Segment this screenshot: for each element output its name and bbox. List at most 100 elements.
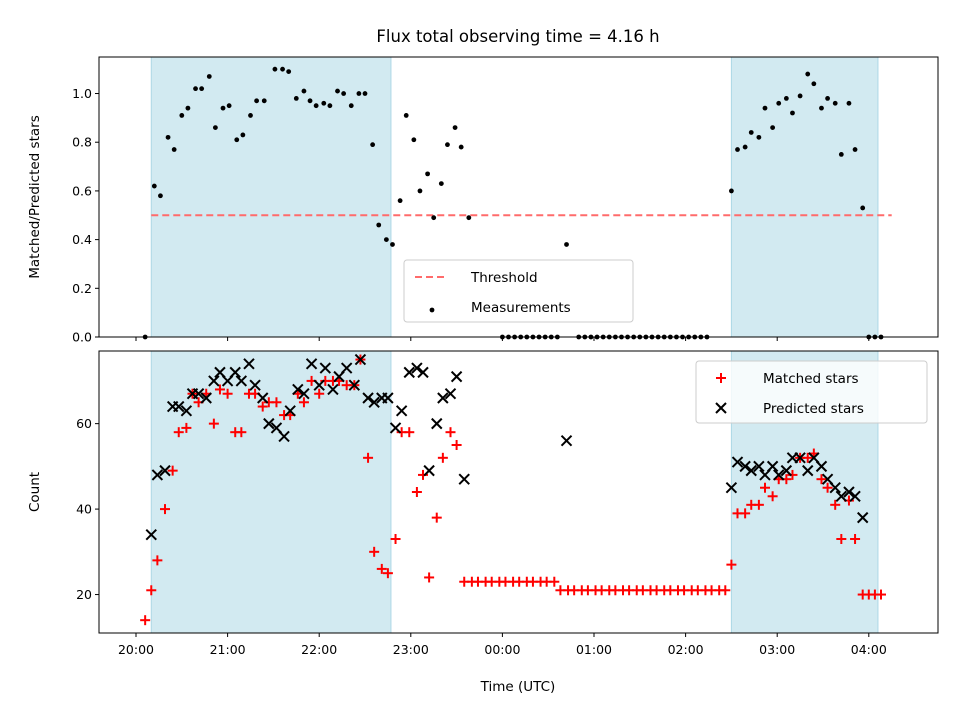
data-point <box>240 132 246 138</box>
data-point <box>298 388 310 400</box>
y-tick-label: 0.0 <box>72 330 92 345</box>
data-point <box>780 464 793 477</box>
data-point <box>740 508 751 519</box>
data-point <box>261 98 267 104</box>
data-point <box>445 142 450 148</box>
x-tick-label: 20:00 <box>118 642 154 657</box>
data-point <box>797 93 803 99</box>
data-point <box>226 103 232 109</box>
data-point <box>229 366 241 379</box>
data-point <box>766 460 779 473</box>
data-point <box>236 427 247 438</box>
legend-entry: Threshold <box>415 270 538 286</box>
data-point <box>185 105 191 111</box>
legend: Matched stars Predicted stars <box>695 360 928 424</box>
data-point <box>444 388 457 400</box>
data-point <box>383 237 389 243</box>
data-point <box>403 366 415 379</box>
data-point <box>167 465 178 476</box>
data-point <box>362 91 368 96</box>
data-point <box>411 137 417 143</box>
data-point <box>417 188 423 194</box>
data-point <box>458 473 470 485</box>
data-point <box>742 144 748 150</box>
data-point <box>243 358 255 370</box>
data-point <box>376 563 387 574</box>
data-point <box>729 188 734 194</box>
data-point <box>564 242 569 247</box>
data-point <box>263 417 275 430</box>
data-point <box>417 366 429 379</box>
data-point <box>159 464 171 477</box>
data-point <box>756 134 762 140</box>
shaded-span <box>730 56 879 338</box>
data-point <box>180 405 193 417</box>
bottom-y-axis-label: Count <box>27 472 43 512</box>
data-point <box>200 392 212 404</box>
data-point <box>860 205 866 211</box>
data-point <box>254 98 260 104</box>
data-point <box>437 392 449 404</box>
top-y-axis-label: Matched/Predicted stars <box>27 115 43 278</box>
data-point <box>158 193 163 199</box>
data-point <box>376 222 382 228</box>
data-point <box>314 388 325 399</box>
data-point <box>767 491 778 502</box>
data-point <box>151 469 164 481</box>
y-tick-label: 0.8 <box>72 135 92 150</box>
data-point <box>284 405 296 417</box>
data-point <box>292 383 304 396</box>
data-point <box>280 66 285 72</box>
data-point <box>802 464 814 477</box>
data-point <box>726 559 737 570</box>
data-point <box>411 487 422 497</box>
data-point <box>838 151 844 157</box>
data-point <box>319 362 332 374</box>
data-point <box>257 392 269 404</box>
data-point <box>819 105 824 111</box>
x-tick-label: 21:00 <box>210 642 246 657</box>
data-point <box>206 74 212 79</box>
legend: Threshold Measurements <box>403 259 634 323</box>
data-point <box>816 474 827 485</box>
plot-frame <box>98 56 939 338</box>
legend-entry: Measurements <box>429 300 571 316</box>
x-tick-label: 03:00 <box>759 642 795 657</box>
data-point <box>811 81 817 87</box>
x-tick-label: 22:00 <box>301 642 337 657</box>
data-point <box>762 105 768 111</box>
y-tick-label: 40 <box>76 502 92 517</box>
data-point <box>390 534 401 544</box>
data-point <box>293 95 299 101</box>
data-point <box>382 568 393 579</box>
data-point <box>770 125 776 131</box>
x-tick-label: 01:00 <box>576 642 612 657</box>
data-point <box>450 370 463 383</box>
data-point <box>335 88 340 94</box>
data-point <box>214 384 225 395</box>
data-point <box>846 100 852 106</box>
data-point <box>369 546 380 557</box>
data-point <box>438 181 444 187</box>
data-point <box>286 69 292 75</box>
x-tick-label: 00:00 <box>484 642 520 657</box>
data-point <box>849 490 861 502</box>
data-point <box>354 353 367 366</box>
shaded-span <box>150 56 392 338</box>
data-point <box>423 464 435 477</box>
data-point <box>313 379 325 391</box>
data-point <box>222 388 233 399</box>
data-point <box>822 482 833 493</box>
data-point <box>234 137 240 143</box>
y-tick-label: 60 <box>76 416 92 431</box>
data-point <box>208 375 220 387</box>
data-point <box>753 460 765 473</box>
data-point <box>856 511 869 524</box>
data-point <box>745 464 757 477</box>
data-point <box>783 95 789 101</box>
plot-frame <box>98 350 939 634</box>
data-point <box>208 418 219 429</box>
data-point <box>720 585 731 596</box>
data-point <box>278 430 290 443</box>
